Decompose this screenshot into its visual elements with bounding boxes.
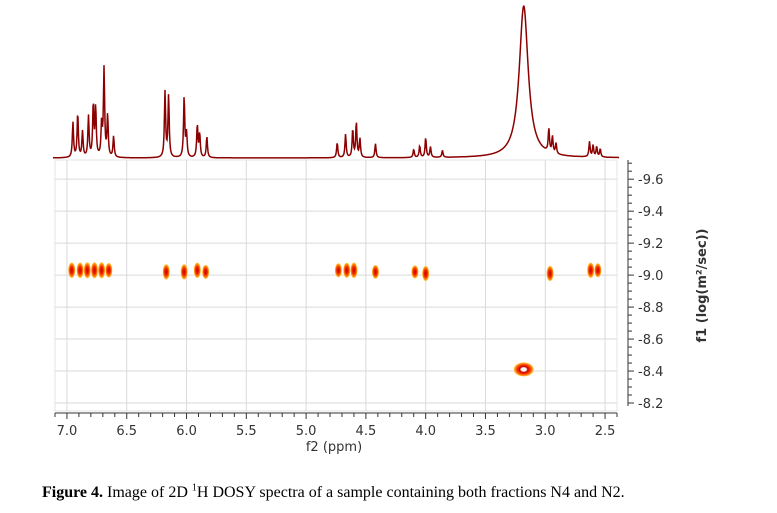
- dosy-peak-1: [76, 262, 84, 279]
- dosy-peak-19: [513, 362, 534, 377]
- x-tick-label-5: 4.5: [356, 424, 377, 439]
- y-axis-title: f1 (log(m²/sec)): [695, 229, 710, 343]
- y-tick-label-3: -9.0: [638, 269, 663, 284]
- dosy-peak-11: [343, 262, 351, 278]
- dosy-peak-0: [68, 262, 76, 279]
- dosy-peak-18: [594, 263, 602, 278]
- y-tick-label-1: -9.4: [638, 205, 663, 220]
- dosy-peak-13: [371, 264, 379, 279]
- dosy-peak-12: [350, 262, 358, 279]
- dosy-peak-9: [202, 264, 210, 279]
- dosy-peak-8: [193, 262, 201, 278]
- figure-caption: Figure 4. Image of 2D 1H DOSY spectra of…: [42, 482, 772, 502]
- plot-frame: [54, 159, 618, 412]
- dosy-peak-14: [411, 265, 419, 279]
- dosy-peak-6: [162, 264, 170, 280]
- x-tick-label-9: 2.5: [595, 424, 616, 439]
- caption-text-after: H DOSY spectra of a sample containing bo…: [196, 484, 625, 501]
- caption-label: Figure 4.: [42, 484, 104, 501]
- x-axis-title: f2 (ppm): [306, 440, 362, 455]
- dosy-peak-3: [90, 262, 98, 279]
- dosy-peak-16: [546, 265, 554, 282]
- y-tick-label-4: -8.8: [638, 301, 663, 316]
- 1d-projection-spectrum: [53, 5, 619, 159]
- caption-superscript: 1: [191, 482, 197, 494]
- x-tick-label-1: 6.5: [116, 424, 137, 439]
- dosy-peak-10: [334, 263, 342, 278]
- projection-trace: [53, 5, 619, 159]
- y-tick-label-5: -8.6: [638, 333, 663, 348]
- dosy-peak-2: [83, 262, 91, 279]
- y-tick-label-7: -8.2: [638, 397, 663, 412]
- y-tick-label-6: -8.4: [638, 365, 663, 380]
- dosy-figure: 7.0 6.5 6.0 5.5 5.0 4.5 4.0 3.5 3.0 2.5 -9.6-9.4-…: [53, 5, 710, 455]
- x-tick-label-2: 6.0: [176, 424, 197, 439]
- dosy-peak-5: [105, 263, 113, 278]
- x-tick-label-7: 3.5: [475, 424, 496, 439]
- dosy-peak-17: [587, 262, 595, 278]
- x-tick-label-8: 3.0: [535, 424, 556, 439]
- dosy-peak-15: [422, 265, 430, 282]
- x-tick-label-0: 7.0: [57, 424, 78, 439]
- dosy-plot-area: [54, 159, 618, 412]
- y-tick-label-0: -9.6: [638, 173, 663, 188]
- dosy-peaks: [68, 262, 602, 377]
- x-tick-label-3: 5.5: [236, 424, 257, 439]
- y-tick-label-2: -9.2: [638, 237, 663, 252]
- y-axis: -9.6 -9.4 -9.2 -9.0 -8.8 -8.6 -8.4 -8.2: [627, 160, 663, 412]
- x-tick-label-6: 4.0: [415, 424, 436, 439]
- x-tick-label-4: 5.0: [296, 424, 317, 439]
- caption-text-before: Image of 2D: [103, 484, 192, 501]
- dosy-peak-4: [98, 262, 106, 279]
- x-axis: 7.0 6.5 6.0 5.5 5.0 4.5 4.0 3.5 3.0 2.5: [54, 412, 618, 439]
- dosy-peak-7: [180, 264, 188, 280]
